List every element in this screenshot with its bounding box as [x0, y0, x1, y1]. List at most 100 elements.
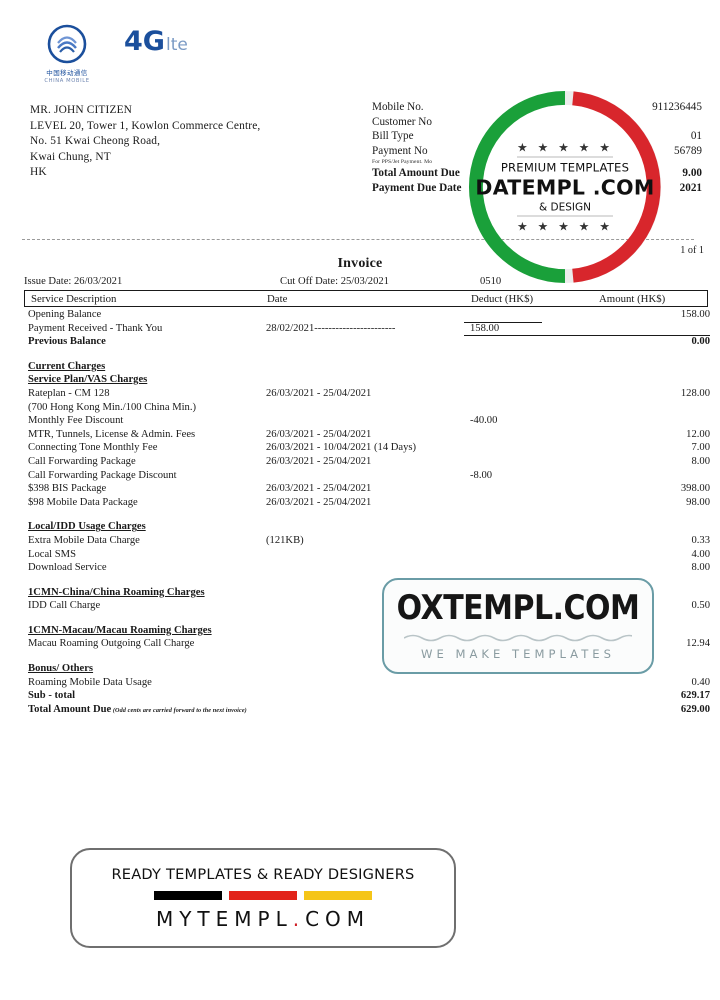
- cell-deduct: -40.00: [470, 415, 498, 427]
- issue-date: Issue Date: 26/03/2021: [24, 276, 123, 287]
- table-row: MTR, Tunnels, License & Admin. Fees 26/03…: [24, 429, 710, 443]
- table-row: Local/IDD Usage Charges: [24, 521, 710, 535]
- cell-description: Local SMS: [28, 548, 76, 560]
- account-row-payment-due-date: Payment Due Date 2021: [372, 181, 702, 196]
- cell-amount: 0.00: [691, 336, 710, 348]
- account-summary: Mobile No. 911236445 Customer No Bill Ty…: [372, 100, 702, 196]
- cell-date: 26/03/2021 - 25/04/2021: [266, 483, 372, 495]
- cell-date: 28/02/2021-----------------------: [266, 322, 396, 334]
- account-value: 911236445: [652, 101, 702, 113]
- table-row: 1CMN-Macau/Macau Roaming Charges: [24, 625, 710, 639]
- table-row: Previous Balance 0.00: [24, 335, 710, 350]
- color-bar-red: [229, 890, 297, 900]
- cell-deduct: -8.00: [470, 469, 493, 481]
- mytempl-domain-dot: .: [292, 906, 306, 931]
- cell-description: $98 Mobile Data Package: [28, 496, 138, 508]
- datempl-stars-top: ★ ★ ★ ★ ★: [516, 140, 614, 155]
- cell-date: 26/03/2021 - 25/04/2021: [266, 387, 372, 399]
- column-header-amount: Amount (HK$): [599, 293, 666, 305]
- svg-text:lte: lte: [166, 35, 188, 55]
- china-mobile-en-text: CHINA MOBILE: [44, 78, 90, 84]
- table-row: [24, 350, 710, 361]
- charges-table-body: Opening Balance 158.00 Payment Received - …: [24, 309, 710, 717]
- dashed-separator: [22, 239, 694, 240]
- table-row: $98 Mobile Data Package 26/03/2021 - 25/0…: [24, 497, 710, 511]
- table-row: Local SMS 4.00: [24, 549, 710, 563]
- datempl-stars-bottom: ★ ★ ★ ★ ★: [516, 219, 614, 234]
- datempl-premium-text: PREMIUM TEMPLATES: [500, 160, 630, 175]
- table-row: IDD Call Charge 0.50: [24, 600, 710, 614]
- cell-date: (121KB): [266, 534, 304, 546]
- table-row: Monthly Fee Discount -40.00: [24, 415, 710, 429]
- account-label: Payment No: [372, 144, 428, 157]
- invoice-number: 0510: [480, 276, 502, 287]
- svg-text:4G: 4G: [124, 26, 165, 57]
- cell-amount: 4.00: [691, 548, 710, 560]
- china-mobile-cn-text: 中国移动通信: [46, 69, 88, 77]
- cell-amount: 0.50: [691, 600, 710, 612]
- address-line: No. 51 Kwai Cheong Road,: [30, 135, 161, 148]
- oxtempl-domain-text: OXTEMPL.COM: [396, 588, 640, 629]
- table-row: $398 BIS Package 26/03/2021 - 25/04/2021 3…: [24, 483, 710, 497]
- cell-amount: 158.00: [680, 309, 710, 320]
- cell-description: Macau Roaming Outgoing Call Charge: [28, 638, 195, 650]
- cell-date: 26/03/2021 - 25/04/2021: [266, 428, 372, 440]
- address-line: Kwai Chung, NT: [30, 150, 111, 163]
- cell-description: Service Plan/VAS Charges: [28, 374, 147, 385]
- section-heading: Bonus/ Others: [28, 663, 94, 675]
- section-heading: Current Charges: [28, 360, 106, 372]
- cell-amount: 0.33: [691, 534, 710, 546]
- account-row-total-amount-due: Total Amount Due 9.00: [372, 166, 702, 181]
- mytempl-domain: MYTEMPL.COM: [156, 907, 370, 931]
- table-row: Roaming Mobile Data Usage 0.40: [24, 677, 710, 691]
- color-bar-yellow: [304, 890, 372, 900]
- cell-description: Local/IDD Usage Charges: [28, 521, 146, 532]
- section-heading: 1CMN-China/China Roaming Charges: [28, 586, 205, 598]
- cell-description: Current Charges: [28, 361, 105, 372]
- cell-description: Opening Balance: [28, 309, 102, 320]
- cell-date: 26/03/2021 - 10/04/2021 (14 Days): [266, 442, 417, 454]
- payment-due-date-label: Payment Due Date: [372, 181, 462, 194]
- subtotal-rule: [464, 335, 710, 337]
- table-row: Service Plan/VAS Charges: [24, 374, 710, 388]
- table-row: Rateplan - CM 128 26/03/2021 - 25/04/2021…: [24, 388, 710, 402]
- mytempl-domain-right: COM: [305, 906, 371, 931]
- column-header-date: Date: [267, 293, 288, 305]
- cell-description: Connecting Tone Monthly Fee: [28, 442, 158, 454]
- account-row-payment-no: Payment No 56789: [372, 144, 702, 159]
- mytempl-domain-left: MYTEMPL: [155, 906, 293, 931]
- cell-amount: 12.00: [686, 428, 710, 440]
- account-label: Bill Type: [372, 130, 414, 143]
- cell-amount: 8.00: [691, 455, 710, 467]
- datempl-inner-text: ★ ★ ★ ★ ★ PREMIUM TEMPLATES DATEMPL .COM…: [466, 141, 664, 234]
- deduct-underline: [464, 321, 542, 323]
- account-value: 56789: [674, 144, 702, 157]
- cell-description: $398 BIS Package: [28, 483, 107, 495]
- table-row: Connecting Tone Monthly Fee 26/03/2021 - …: [24, 442, 710, 456]
- cell-description: Call Forwarding Package Discount: [28, 469, 177, 481]
- column-header-deduct: Deduct (HK$): [471, 293, 534, 305]
- section-heading: 1CMN-Macau/Macau Roaming Charges: [28, 624, 212, 636]
- color-bar-black: [154, 890, 222, 900]
- cell-description: Total Amount Due (Odd cents are carried …: [28, 703, 247, 715]
- brand-logo-row: 中国移动通信 CHINA MOBILE 4G lte: [36, 24, 202, 84]
- china-mobile-mark-icon: [47, 24, 87, 64]
- cell-description: Payment Received - Thank You: [28, 322, 163, 334]
- charges-table-header: Service Description Date Deduct (HK$) Am…: [24, 290, 708, 307]
- account-row-mobile-no: Mobile No. 911236445: [372, 100, 702, 115]
- cell-amount: 7.00: [691, 442, 710, 454]
- payment-due-date-value: 2021: [679, 181, 702, 194]
- section-heading: Local/IDD Usage Charges: [28, 521, 146, 533]
- cell-description: MTR, Tunnels, License & Admin. Fees: [28, 428, 196, 440]
- table-row: [24, 510, 710, 521]
- cell-description: Previous Balance: [28, 336, 106, 348]
- table-row: Call Forwarding Package 26/03/2021 - 25/0…: [24, 456, 710, 470]
- account-label: Mobile No.: [372, 101, 424, 113]
- account-value: 01: [690, 130, 702, 143]
- cell-description: Bonus/ Others: [28, 663, 93, 674]
- cell-amount: 98.00: [686, 496, 710, 508]
- cell-description: Sub - total: [28, 690, 76, 702]
- table-row: Payment Received - Thank You 28/02/2021--…: [24, 321, 710, 337]
- page-title: Invoice: [337, 256, 383, 271]
- account-row-bill-type: Bill Type 01: [372, 129, 702, 144]
